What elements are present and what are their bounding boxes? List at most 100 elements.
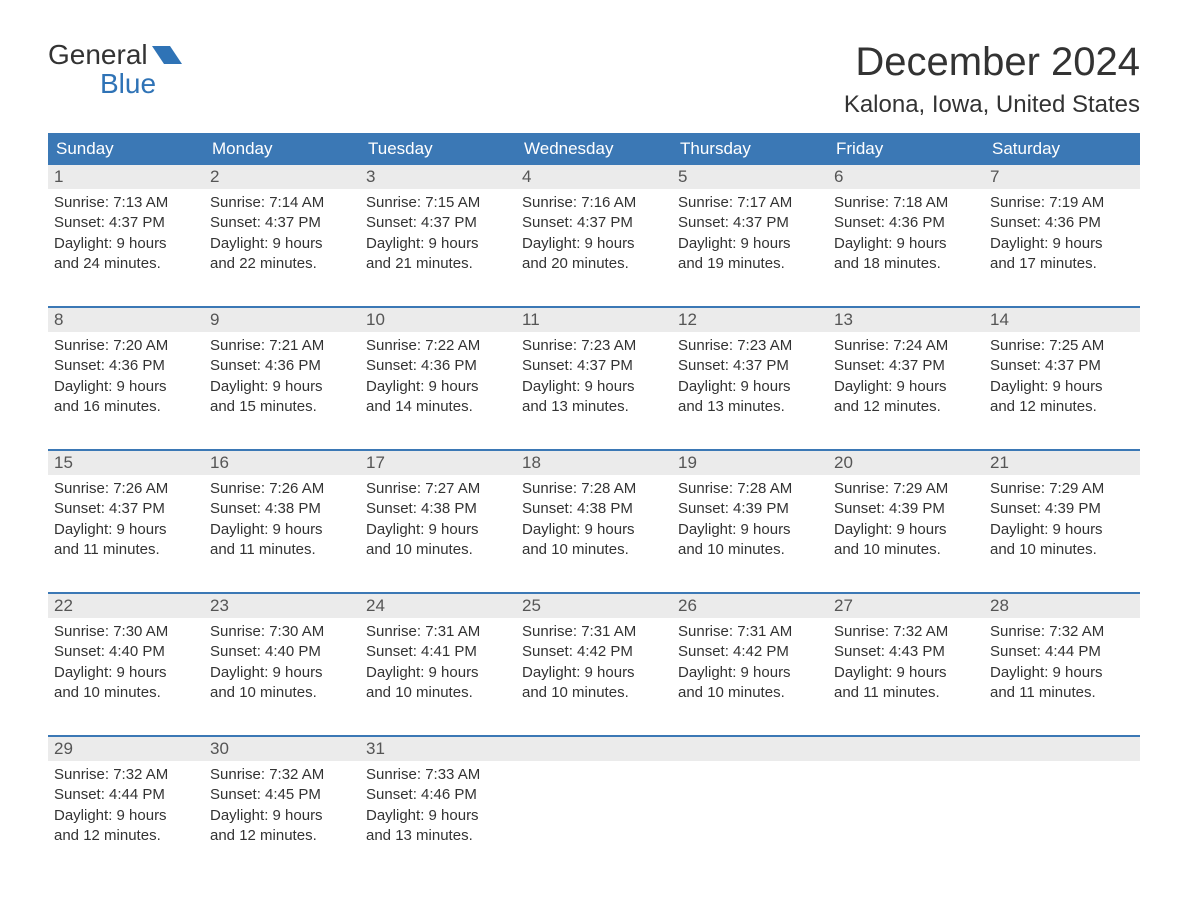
header: General Blue December 2024 Kalona, Iowa,… xyxy=(48,40,1140,119)
sunrise-line: Sunrise: 7:24 AM xyxy=(834,336,976,356)
day-cell xyxy=(516,761,672,850)
daylight-line-2: and 10 minutes. xyxy=(990,540,1132,560)
day-number xyxy=(516,737,672,761)
daylight-line-2: and 10 minutes. xyxy=(366,683,508,703)
day-header: Monday xyxy=(204,133,360,165)
sunset-line: Sunset: 4:44 PM xyxy=(990,642,1132,662)
sunset-line: Sunset: 4:37 PM xyxy=(834,356,976,376)
sunset-line: Sunset: 4:37 PM xyxy=(54,213,196,233)
daynum-row: 1234567 xyxy=(48,165,1140,189)
daylight-line-2: and 11 minutes. xyxy=(990,683,1132,703)
daylight-line-2: and 15 minutes. xyxy=(210,397,352,417)
daylight-line-2: and 22 minutes. xyxy=(210,254,352,274)
sunrise-line: Sunrise: 7:28 AM xyxy=(522,479,664,499)
daylight-line-1: Daylight: 9 hours xyxy=(210,663,352,683)
daylight-line-2: and 10 minutes. xyxy=(522,540,664,560)
sunrise-line: Sunrise: 7:19 AM xyxy=(990,193,1132,213)
day-cell xyxy=(672,761,828,850)
week-row: 1234567Sunrise: 7:13 AMSunset: 4:37 PMDa… xyxy=(48,165,1140,278)
day-header: Saturday xyxy=(984,133,1140,165)
daynum-row: 891011121314 xyxy=(48,308,1140,332)
day-number: 21 xyxy=(984,451,1140,475)
day-cell: Sunrise: 7:31 AMSunset: 4:41 PMDaylight:… xyxy=(360,618,516,707)
sunset-line: Sunset: 4:42 PM xyxy=(522,642,664,662)
daylight-line-1: Daylight: 9 hours xyxy=(678,234,820,254)
daylight-line-2: and 10 minutes. xyxy=(54,683,196,703)
daylight-line-1: Daylight: 9 hours xyxy=(990,377,1132,397)
day-cell: Sunrise: 7:25 AMSunset: 4:37 PMDaylight:… xyxy=(984,332,1140,421)
day-header: Thursday xyxy=(672,133,828,165)
sunset-line: Sunset: 4:37 PM xyxy=(678,356,820,376)
daylight-line-1: Daylight: 9 hours xyxy=(54,806,196,826)
daylight-line-2: and 12 minutes. xyxy=(210,826,352,846)
day-cell: Sunrise: 7:29 AMSunset: 4:39 PMDaylight:… xyxy=(984,475,1140,564)
sunrise-line: Sunrise: 7:26 AM xyxy=(210,479,352,499)
daylight-line-1: Daylight: 9 hours xyxy=(54,663,196,683)
daylight-line-2: and 12 minutes. xyxy=(990,397,1132,417)
logo-word-1: General xyxy=(48,40,148,69)
daylight-line-1: Daylight: 9 hours xyxy=(210,234,352,254)
sunrise-line: Sunrise: 7:31 AM xyxy=(366,622,508,642)
sunrise-line: Sunrise: 7:20 AM xyxy=(54,336,196,356)
sunrise-line: Sunrise: 7:31 AM xyxy=(522,622,664,642)
sunrise-line: Sunrise: 7:30 AM xyxy=(210,622,352,642)
sunrise-line: Sunrise: 7:17 AM xyxy=(678,193,820,213)
sunrise-line: Sunrise: 7:25 AM xyxy=(990,336,1132,356)
day-number: 8 xyxy=(48,308,204,332)
daylight-line-2: and 11 minutes. xyxy=(210,540,352,560)
sunset-line: Sunset: 4:40 PM xyxy=(210,642,352,662)
daylight-line-1: Daylight: 9 hours xyxy=(990,520,1132,540)
day-cell: Sunrise: 7:32 AMSunset: 4:45 PMDaylight:… xyxy=(204,761,360,850)
day-cell: Sunrise: 7:32 AMSunset: 4:44 PMDaylight:… xyxy=(48,761,204,850)
day-number: 29 xyxy=(48,737,204,761)
day-cell: Sunrise: 7:31 AMSunset: 4:42 PMDaylight:… xyxy=(672,618,828,707)
day-number: 10 xyxy=(360,308,516,332)
daylight-line-1: Daylight: 9 hours xyxy=(54,377,196,397)
daynum-row: 293031 xyxy=(48,737,1140,761)
day-number: 6 xyxy=(828,165,984,189)
daylight-line-1: Daylight: 9 hours xyxy=(54,234,196,254)
daylight-line-1: Daylight: 9 hours xyxy=(834,234,976,254)
day-number: 24 xyxy=(360,594,516,618)
daylight-line-1: Daylight: 9 hours xyxy=(210,377,352,397)
day-header: Wednesday xyxy=(516,133,672,165)
day-cell: Sunrise: 7:26 AMSunset: 4:38 PMDaylight:… xyxy=(204,475,360,564)
day-header: Friday xyxy=(828,133,984,165)
daylight-line-2: and 10 minutes. xyxy=(834,540,976,560)
day-number: 16 xyxy=(204,451,360,475)
sunset-line: Sunset: 4:37 PM xyxy=(522,213,664,233)
sunrise-line: Sunrise: 7:31 AM xyxy=(678,622,820,642)
daylight-line-2: and 13 minutes. xyxy=(366,826,508,846)
day-cell: Sunrise: 7:30 AMSunset: 4:40 PMDaylight:… xyxy=(204,618,360,707)
daylight-line-1: Daylight: 9 hours xyxy=(678,663,820,683)
sunset-line: Sunset: 4:37 PM xyxy=(54,499,196,519)
sunset-line: Sunset: 4:42 PM xyxy=(678,642,820,662)
daylight-line-1: Daylight: 9 hours xyxy=(522,520,664,540)
day-cell: Sunrise: 7:14 AMSunset: 4:37 PMDaylight:… xyxy=(204,189,360,278)
day-cell: Sunrise: 7:23 AMSunset: 4:37 PMDaylight:… xyxy=(516,332,672,421)
day-number xyxy=(672,737,828,761)
daylight-line-2: and 12 minutes. xyxy=(54,826,196,846)
calendar: Sunday Monday Tuesday Wednesday Thursday… xyxy=(48,133,1140,850)
day-cell: Sunrise: 7:30 AMSunset: 4:40 PMDaylight:… xyxy=(48,618,204,707)
day-number: 30 xyxy=(204,737,360,761)
day-cell: Sunrise: 7:29 AMSunset: 4:39 PMDaylight:… xyxy=(828,475,984,564)
day-cell: Sunrise: 7:24 AMSunset: 4:37 PMDaylight:… xyxy=(828,332,984,421)
day-cell: Sunrise: 7:19 AMSunset: 4:36 PMDaylight:… xyxy=(984,189,1140,278)
sunrise-line: Sunrise: 7:27 AM xyxy=(366,479,508,499)
daylight-line-1: Daylight: 9 hours xyxy=(522,377,664,397)
daylight-line-2: and 10 minutes. xyxy=(678,683,820,703)
sunrise-line: Sunrise: 7:32 AM xyxy=(834,622,976,642)
day-number: 31 xyxy=(360,737,516,761)
day-cell: Sunrise: 7:32 AMSunset: 4:44 PMDaylight:… xyxy=(984,618,1140,707)
sunset-line: Sunset: 4:39 PM xyxy=(990,499,1132,519)
day-number xyxy=(984,737,1140,761)
daylight-line-2: and 14 minutes. xyxy=(366,397,508,417)
sunrise-line: Sunrise: 7:26 AM xyxy=(54,479,196,499)
day-header: Sunday xyxy=(48,133,204,165)
daynum-row: 15161718192021 xyxy=(48,451,1140,475)
daylight-line-2: and 16 minutes. xyxy=(54,397,196,417)
day-number: 28 xyxy=(984,594,1140,618)
day-number: 15 xyxy=(48,451,204,475)
day-number: 20 xyxy=(828,451,984,475)
